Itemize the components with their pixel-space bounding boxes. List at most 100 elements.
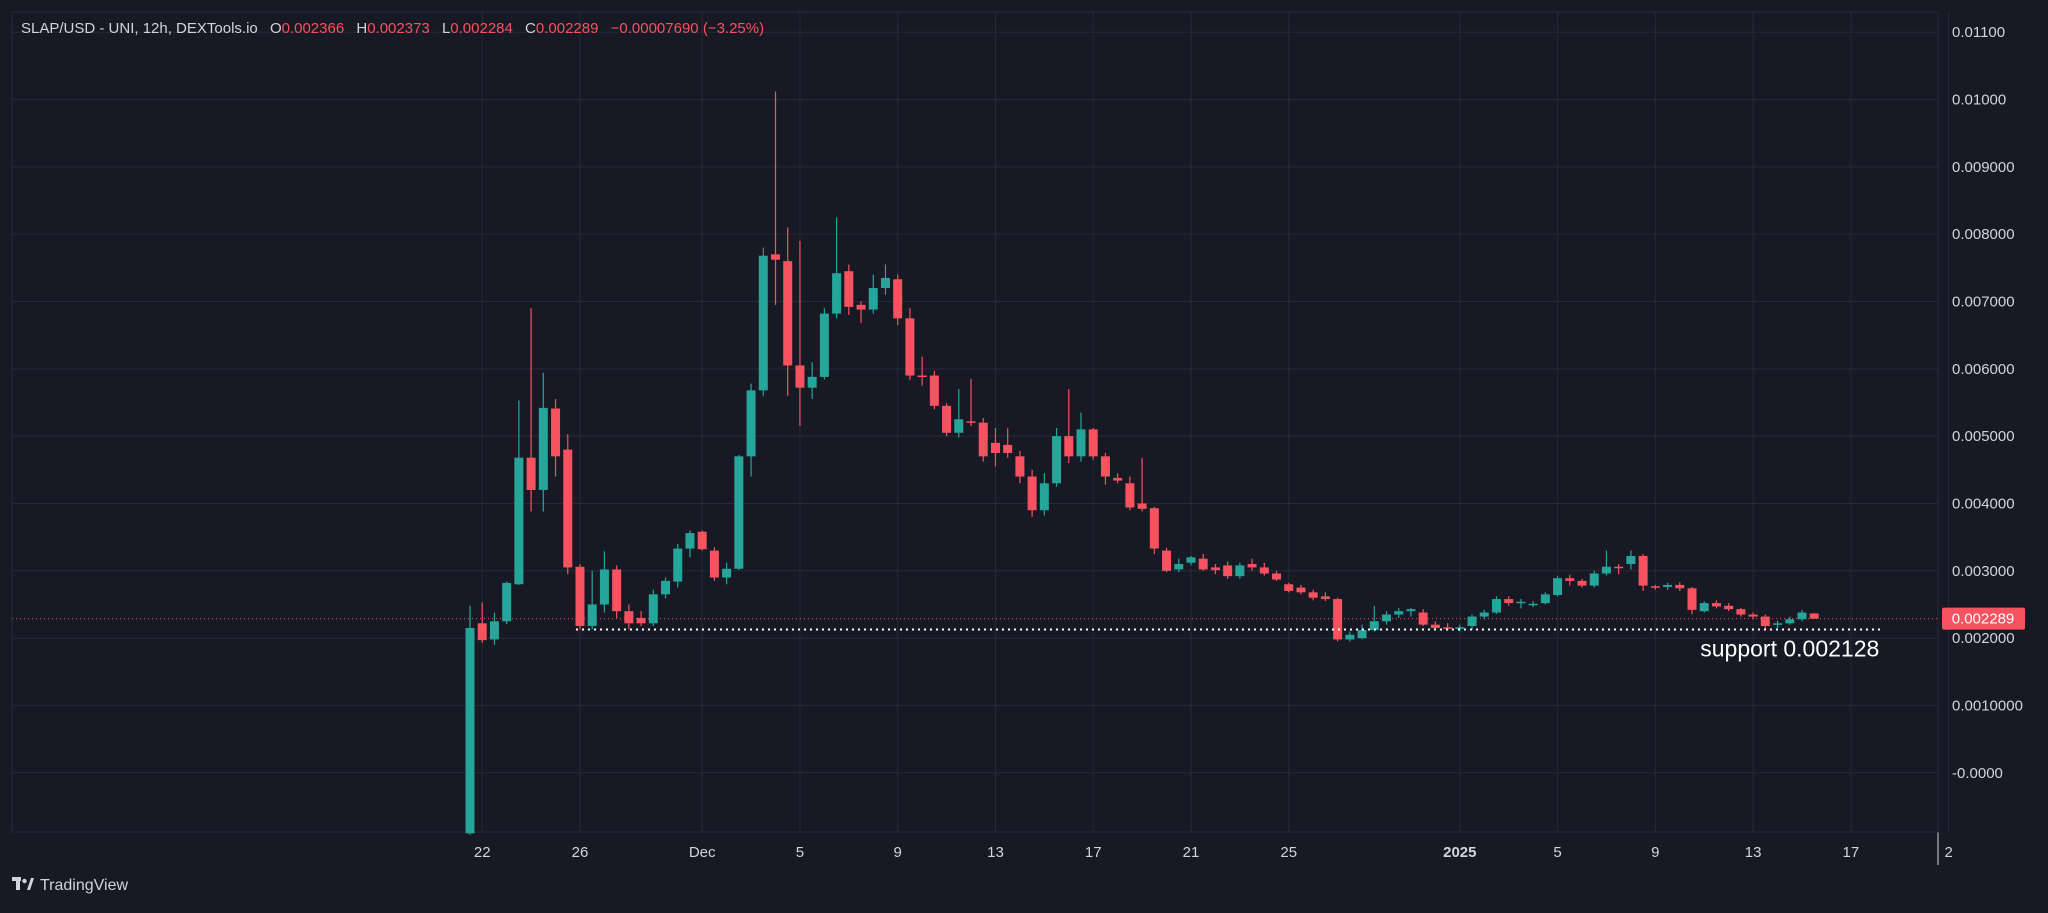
chart-legend: SLAP/USD - UNI, 12h, DEXTools.io O0.0023… (21, 20, 764, 37)
candle-body (1443, 627, 1453, 629)
candle-body (1272, 573, 1282, 580)
candle-body (966, 421, 976, 423)
candle-body (1003, 444, 1013, 453)
candle-body (1064, 436, 1074, 457)
candle-body (514, 457, 524, 585)
tradingview-branding[interactable]: TradingView (12, 876, 128, 896)
last-price-label: 0.002289 (1952, 611, 2015, 628)
candle-body (1100, 456, 1110, 477)
y-tick-label: 0.006000 (1952, 361, 2015, 378)
candle-body (722, 568, 732, 578)
x-tick-label: 5 (796, 844, 804, 861)
candle-body (709, 550, 719, 578)
candle-body (795, 365, 805, 388)
candle-body (1113, 477, 1123, 481)
candle-body (880, 277, 890, 289)
candle-body (978, 422, 988, 457)
candle-body (1687, 588, 1697, 610)
y-tick-label: 0.01000 (1952, 92, 2006, 109)
candle-body (734, 456, 744, 569)
candle-body (954, 419, 964, 433)
candle-body (942, 405, 952, 433)
candle-body (1430, 624, 1440, 629)
candle-body (1039, 483, 1049, 511)
candle-body (990, 442, 1000, 453)
candle-body (1015, 456, 1025, 477)
candle-body (929, 375, 939, 406)
candle-body (673, 548, 683, 582)
candle-body (783, 261, 793, 366)
candle-body (1614, 566, 1624, 569)
candle-body (1296, 587, 1306, 593)
candle-body (1760, 616, 1770, 626)
x-tick-label: 25 (1280, 844, 1297, 861)
legend-high-value: 0.002373 (367, 20, 430, 37)
y-tick-label: 0.01100 (1952, 24, 2005, 41)
x-tick-label: 2 (1944, 844, 1952, 861)
candle-body (1333, 599, 1343, 640)
candle-body (661, 580, 671, 595)
candle-body (1491, 599, 1501, 613)
tradingview-logo-icon (12, 876, 34, 896)
legend-low-value: 0.002284 (450, 20, 513, 37)
candle-body (563, 449, 573, 568)
x-tick-label: 9 (1651, 844, 1659, 861)
candle-body (587, 604, 597, 626)
candle-body (868, 288, 878, 310)
candle-body (526, 457, 536, 490)
candle-body (1320, 596, 1330, 600)
last-price-badge (1942, 607, 2025, 630)
candle-body (758, 255, 768, 391)
legend-close-value: 0.002289 (535, 20, 599, 37)
candle-body (1235, 565, 1245, 577)
candle-body (1553, 578, 1563, 596)
y-tick-label: 0.007000 (1952, 293, 2015, 310)
candle-body (1027, 476, 1037, 511)
candle-body (1650, 586, 1660, 588)
candle-body (1455, 627, 1465, 629)
candle-body (1345, 634, 1355, 640)
legend-change: −0.00007690 (−3.25%) (610, 20, 765, 37)
candle-body (1773, 623, 1783, 625)
candle-body (636, 617, 646, 624)
candle-body (1394, 611, 1404, 615)
y-tick-label: 0.005000 (1952, 428, 2015, 445)
x-tick-label: 9 (894, 844, 902, 861)
legend-open-label: O (269, 20, 282, 37)
legend-open-value: 0.002366 (281, 20, 345, 37)
candle-body (1162, 550, 1172, 571)
candle-body (1369, 621, 1379, 631)
candle-body (1284, 584, 1294, 591)
y-tick-label: -0.0000 (1952, 765, 2003, 782)
legend-symbol: SLAP/USD - UNI, 12h, DEXTools.io (21, 20, 258, 37)
candle-body (1467, 616, 1477, 626)
candle-body (685, 533, 695, 549)
candle-body (1601, 566, 1611, 574)
x-tick-label: 17 (1085, 844, 1102, 861)
candle-body (1589, 573, 1599, 586)
candle-body (465, 628, 475, 834)
candle-body (1785, 619, 1795, 624)
candle-body (1308, 592, 1318, 598)
candle-body (1137, 503, 1147, 509)
candle-body (1186, 557, 1196, 563)
candle-body (1418, 612, 1428, 625)
candle-body (1357, 630, 1367, 639)
candle-body (1809, 613, 1819, 619)
candle-body (1052, 436, 1062, 484)
candle-body (1699, 603, 1709, 612)
candle-body (1149, 508, 1159, 549)
candle-body (575, 566, 585, 626)
candle-body (1247, 564, 1257, 568)
candle-body (1504, 599, 1514, 604)
candle-body (1088, 429, 1098, 457)
x-tick-label: 2025 (1443, 844, 1476, 861)
candle-body (1736, 609, 1746, 615)
candle-body (489, 621, 499, 640)
candle-body (1223, 565, 1233, 577)
candle-body (1797, 612, 1807, 620)
x-tick-label: 22 (474, 844, 491, 861)
